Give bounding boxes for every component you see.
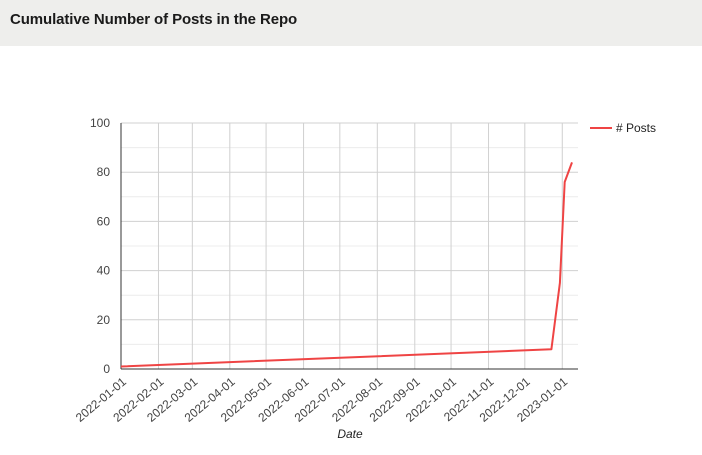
chart-title: Cumulative Number of Posts in the Repo <box>10 11 298 28</box>
series-line <box>120 162 573 368</box>
y-tick-label: 80 <box>97 165 111 179</box>
y-tick-label: 0 <box>103 362 110 376</box>
legend-label: # Posts <box>616 121 656 135</box>
axes <box>120 123 578 370</box>
y-tick-label: 40 <box>97 264 111 278</box>
y-tick-label: 100 <box>90 116 110 130</box>
x-axis-label: Date <box>337 427 363 441</box>
y-tick-label: 60 <box>97 214 111 228</box>
title-bar: Cumulative Number of Posts in the Repo <box>0 0 702 46</box>
y-axis-ticks: 0 20 40 60 80 100 <box>90 116 110 376</box>
grid-lines <box>120 122 578 369</box>
legend[interactable]: # Posts <box>590 121 656 135</box>
y-tick-label: 20 <box>97 313 111 327</box>
x-axis-ticks: 2022-01-012022-02-012022-03-012022-04-01… <box>73 374 571 424</box>
series-lines <box>120 162 573 368</box>
